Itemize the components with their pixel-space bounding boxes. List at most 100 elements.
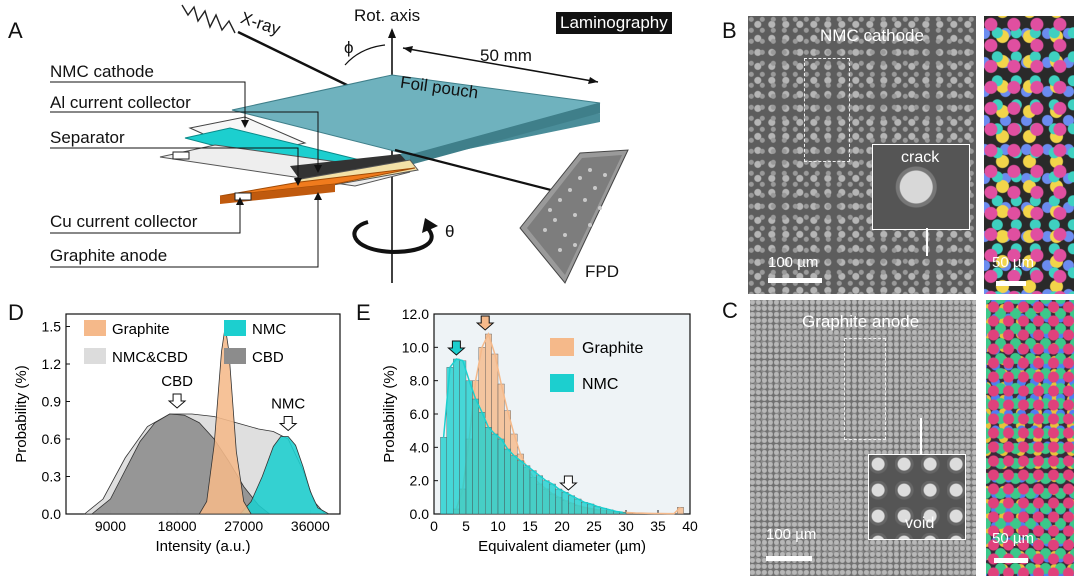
y-tick-label: 2.0 [410, 473, 430, 489]
inset-arrow [926, 228, 928, 256]
bar-nmc [465, 380, 473, 515]
graphite-anode-label: Graphite anode [50, 246, 168, 265]
x-tick-label: 27000 [224, 518, 263, 534]
crack-label: crack [901, 149, 940, 166]
nmc-cathode-title: NMC cathode [820, 26, 924, 45]
panel-a-letter: A [8, 18, 23, 43]
theta-label: θ [445, 222, 455, 241]
y-tick-label: 4.0 [410, 439, 430, 455]
bar-nmc [472, 398, 480, 515]
laminography-badge: Laminography [556, 12, 672, 34]
panel-c-letter: C [722, 298, 738, 323]
bar-nmc [580, 502, 588, 515]
roi-box [844, 338, 886, 440]
legend-label: Graphite [582, 340, 643, 357]
scale-bar [994, 558, 1028, 563]
phi-label: ϕ [344, 38, 354, 57]
crack-inset: crack [872, 144, 970, 230]
y-tick-label: 0.3 [42, 469, 62, 485]
panel-d-letter: D [8, 300, 24, 325]
graphite-segmentation-image: 50 µm [986, 300, 1074, 576]
legend-label: CBD [252, 349, 284, 366]
y-tick-label: 6.0 [410, 406, 430, 422]
scale-bar-label: 50 µm [992, 254, 1034, 271]
panel-e-letter: E [356, 300, 371, 325]
y-axis-label: Probability (%) [13, 365, 30, 463]
peak-arrow-icon [559, 475, 578, 491]
x-axis-label: Intensity (a.u.) [155, 538, 250, 555]
peak-arrow-icon [475, 315, 495, 331]
intensity-histogram-chart: 9000 18000 27000 36000 0.0 0.3 0.6 0.9 1.2 1.5 Int… [13, 313, 341, 555]
bar-nmc [484, 427, 492, 515]
y-tick-label: 8.0 [410, 373, 430, 389]
bar-nmc [568, 495, 575, 515]
x-tick-label: 35 [650, 518, 666, 534]
void-inset: void [868, 454, 966, 540]
scale-bar [768, 278, 822, 283]
legend-swatch [224, 348, 246, 364]
scale-bar-label: 100 µm [768, 254, 819, 271]
legend-swatch [550, 338, 574, 356]
bar-nmc [510, 455, 518, 515]
graphite-anode-micrograph: Graphite anode void 100 µm [750, 300, 976, 576]
legend-swatch [84, 348, 106, 364]
graphite-anode-title: Graphite anode [802, 312, 920, 331]
rot-axis-label: Rot. axis [354, 6, 421, 25]
bar-nmc [497, 438, 505, 515]
legend-swatch [224, 320, 246, 336]
annotation-arrow-icon [167, 393, 187, 409]
y-tick-label: 10.0 [402, 339, 429, 355]
x-axis-label: Equivalent diameter (µm) [478, 538, 646, 555]
legend-swatch [550, 374, 574, 392]
bar-nmc [548, 483, 556, 515]
fpd-label: FPD [585, 262, 619, 281]
y-tick-label: 1.5 [42, 319, 62, 335]
rotation-arrow-icon [352, 220, 434, 255]
panel-b-letter: B [722, 18, 737, 43]
bar-nmc [574, 498, 582, 515]
bar-nmc [536, 475, 543, 515]
roi-box [804, 58, 850, 162]
nmc-segmentation-image: 50 µm [984, 16, 1074, 294]
legend-swatch [84, 320, 106, 336]
inset-arrow [920, 418, 922, 454]
bar-nmc [529, 470, 537, 515]
x-tick-label: 9000 [95, 518, 126, 534]
annotation-label: NMC [271, 396, 305, 413]
separator-label: Separator [50, 128, 125, 147]
nmc-cathode-micrograph: NMC cathode crack 100 µm [748, 16, 976, 294]
nmc-cathode-label: NMC cathode [50, 62, 154, 81]
bar-nmc [555, 488, 563, 515]
y-tick-label: 1.2 [42, 356, 62, 372]
x-tick-label: 5 [462, 518, 470, 534]
scale-bar-label: 100 µm [766, 526, 817, 543]
y-tick-label: 0.6 [42, 431, 62, 447]
x-tick-label: 18000 [158, 518, 197, 534]
bar-nmc [504, 448, 511, 515]
bar-nmc [459, 360, 467, 515]
bar-nmc [561, 492, 569, 515]
diameter-histogram-chart: 0 5 10 15 20 25 30 35 40 0.0 2.0 4.0 6.0 8.0 10.0 12.0 E… [381, 306, 698, 555]
fit-line-nmc [442, 358, 623, 514]
legend-label: NMC [252, 321, 286, 338]
al-collector-label: Al current collector [50, 93, 191, 112]
legend-label: NMC [582, 376, 618, 393]
legend-label: NMC&CBD [112, 349, 188, 366]
x-tick-label: 15 [522, 518, 538, 534]
bar-nmc [542, 480, 550, 515]
y-tick-label: 0.9 [42, 394, 62, 410]
bar-nmc [478, 412, 486, 515]
stack-cu-orange [219, 167, 416, 197]
x-tick-label: 40 [682, 518, 698, 534]
bar-nmc [452, 358, 460, 515]
legend-label: Graphite [112, 321, 170, 338]
area-nmc [239, 436, 331, 515]
x-tick-label: 25 [586, 518, 602, 534]
xray-wave-icon [181, 4, 236, 34]
bar-nmc [440, 437, 448, 515]
peak-arrow-icon [447, 340, 466, 356]
dimension-label: 50 mm [480, 46, 532, 65]
x-tick-label: 30 [618, 518, 634, 534]
x-tick-label: 10 [490, 518, 506, 534]
cu-collector-label: Cu current collector [50, 212, 198, 231]
